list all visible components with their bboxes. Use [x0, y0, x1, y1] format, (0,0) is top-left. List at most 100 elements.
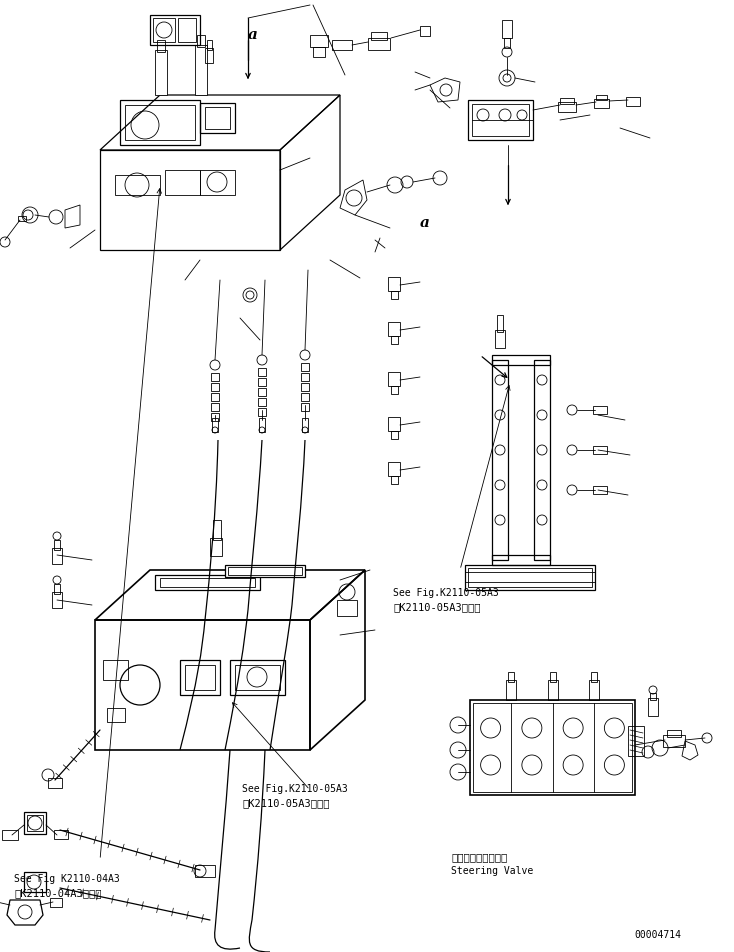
Bar: [160, 578, 255, 587]
Bar: [180, 660, 220, 695]
Bar: [120, 100, 200, 145]
Bar: [258, 378, 266, 386]
Bar: [24, 812, 46, 834]
Bar: [560, 98, 574, 104]
Text: 第K2110-04A3図参照: 第K2110-04A3図参照: [14, 888, 101, 898]
Bar: [391, 291, 398, 299]
Bar: [211, 393, 219, 401]
Bar: [388, 462, 400, 476]
Bar: [506, 680, 516, 700]
Text: See Fig K2110-04A3: See Fig K2110-04A3: [14, 874, 120, 884]
Bar: [185, 665, 215, 690]
Bar: [18, 216, 26, 221]
Bar: [391, 431, 398, 439]
Bar: [302, 418, 308, 432]
Bar: [420, 26, 430, 36]
Bar: [310, 35, 328, 47]
Bar: [332, 40, 352, 50]
Bar: [301, 403, 309, 411]
Bar: [211, 373, 219, 381]
Bar: [52, 592, 62, 608]
Bar: [195, 45, 207, 95]
Bar: [52, 548, 62, 564]
Bar: [468, 568, 592, 587]
Bar: [593, 486, 607, 494]
Bar: [497, 315, 503, 332]
Bar: [667, 730, 681, 737]
Bar: [371, 32, 387, 40]
Bar: [115, 175, 160, 195]
Bar: [473, 703, 632, 792]
Bar: [258, 368, 266, 376]
Bar: [213, 520, 221, 540]
Bar: [391, 476, 398, 484]
Bar: [596, 95, 607, 100]
Bar: [153, 18, 175, 42]
Bar: [50, 898, 62, 907]
Bar: [258, 398, 266, 406]
Text: 00004714: 00004714: [634, 930, 681, 940]
Bar: [125, 105, 195, 140]
Bar: [550, 672, 556, 682]
Text: Steering Valve: Steering Valve: [451, 866, 533, 876]
Text: See Fig.K2110-05A3: See Fig.K2110-05A3: [242, 784, 348, 794]
Bar: [465, 565, 595, 590]
Bar: [157, 40, 165, 52]
Bar: [492, 355, 550, 365]
Bar: [313, 47, 325, 57]
Text: See Fig.K2110-05A3: See Fig.K2110-05A3: [393, 588, 498, 598]
Bar: [205, 48, 213, 63]
Bar: [54, 540, 60, 550]
Bar: [2, 830, 18, 840]
Bar: [492, 555, 550, 565]
Bar: [197, 35, 205, 47]
Bar: [150, 15, 200, 45]
Bar: [27, 815, 43, 831]
Bar: [508, 672, 515, 682]
Bar: [301, 383, 309, 391]
Bar: [225, 565, 305, 577]
Bar: [650, 693, 656, 700]
Text: a: a: [248, 28, 258, 42]
Bar: [337, 600, 357, 616]
Bar: [200, 170, 235, 195]
Bar: [258, 408, 266, 416]
Text: 第K2110-05A3図参照: 第K2110-05A3図参照: [393, 602, 481, 612]
Text: 第K2110-05A3図参照: 第K2110-05A3図参照: [242, 798, 330, 808]
Bar: [54, 584, 60, 594]
Bar: [54, 830, 68, 839]
Bar: [626, 97, 640, 106]
Bar: [165, 170, 200, 195]
Bar: [593, 446, 607, 454]
Bar: [211, 383, 219, 391]
Bar: [205, 107, 230, 129]
Bar: [628, 726, 644, 756]
Bar: [391, 386, 398, 394]
Bar: [200, 103, 235, 133]
Bar: [207, 40, 212, 50]
Bar: [211, 413, 219, 421]
Bar: [230, 660, 285, 695]
Bar: [502, 20, 512, 38]
Bar: [259, 418, 265, 432]
Bar: [301, 363, 309, 371]
Bar: [391, 336, 398, 344]
Bar: [504, 38, 510, 48]
Bar: [558, 102, 576, 112]
Bar: [301, 393, 309, 401]
Bar: [589, 680, 599, 700]
Bar: [301, 373, 309, 381]
Bar: [155, 575, 260, 590]
Bar: [495, 330, 505, 348]
Bar: [388, 322, 400, 336]
Bar: [663, 735, 685, 747]
Bar: [195, 865, 215, 877]
Bar: [388, 417, 400, 431]
Bar: [178, 18, 196, 42]
Bar: [107, 708, 125, 722]
Bar: [212, 418, 218, 432]
Bar: [593, 406, 607, 414]
Bar: [534, 360, 550, 560]
Bar: [472, 104, 529, 136]
Bar: [211, 403, 219, 411]
